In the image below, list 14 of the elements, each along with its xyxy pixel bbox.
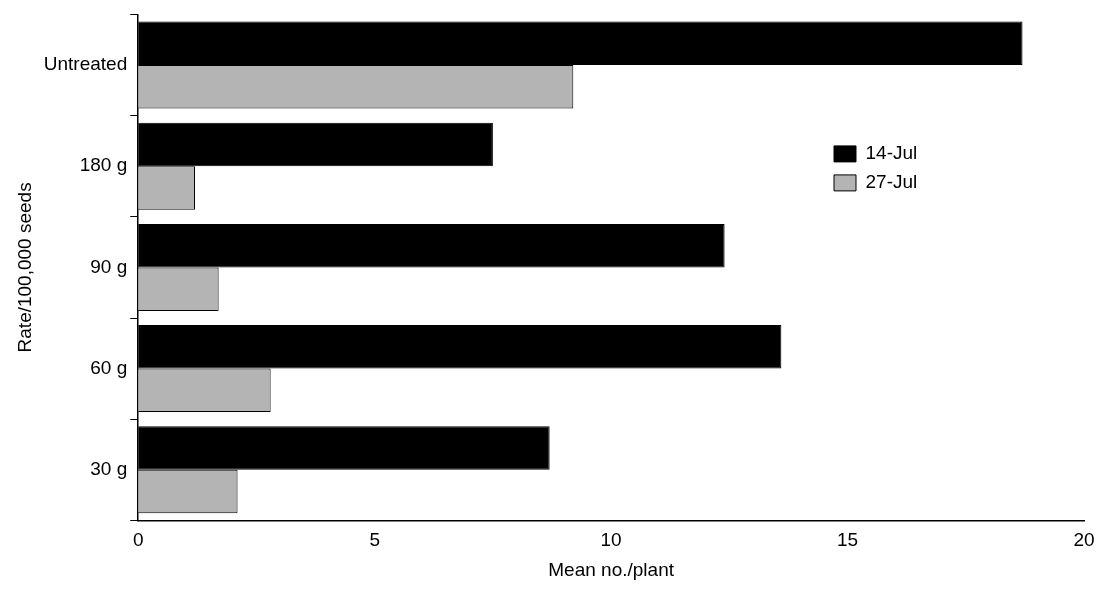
y-tick-label: 90 g [90, 255, 128, 277]
y-tick-label: Untreated [43, 53, 128, 75]
x-tick-label: 20 [1073, 529, 1095, 551]
y-axis-title: Rate/100,000 seeds [13, 182, 35, 353]
x-tick-label: 15 [836, 529, 859, 551]
y-tick-label: 180 g [79, 154, 128, 176]
x-tick-label: 5 [369, 529, 380, 551]
y-tick-label: 60 g [90, 356, 128, 378]
legend-label: 14-Jul [865, 142, 918, 164]
x-tick-label: 10 [600, 529, 622, 551]
x-tick-label: 0 [132, 529, 144, 551]
y-tick-label: 30 g [90, 458, 128, 480]
legend-label: 27-Jul [865, 171, 918, 193]
x-axis-title: Mean no./plant [548, 558, 675, 580]
